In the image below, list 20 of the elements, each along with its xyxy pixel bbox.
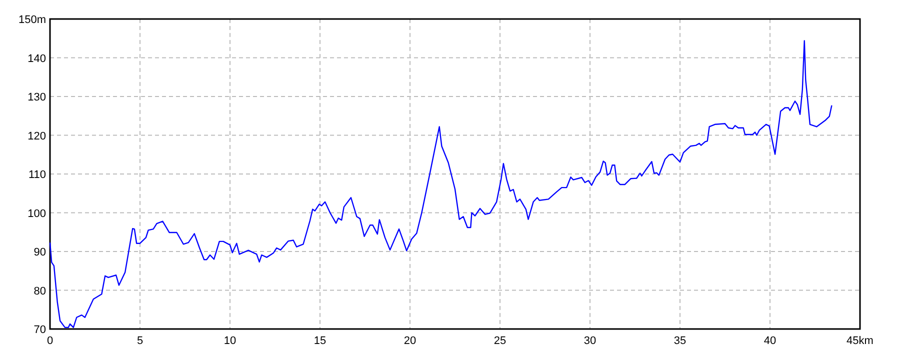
x-tick-label: 45km xyxy=(846,335,874,347)
line-series xyxy=(49,40,832,328)
y-tick-label: 110 xyxy=(28,169,46,181)
x-tick-label: 30 xyxy=(584,335,596,347)
y-tick-label: 80 xyxy=(34,285,46,298)
x-tick-label: 25 xyxy=(494,335,506,347)
x-tick-label: 20 xyxy=(404,335,416,347)
x-tick-label: 35 xyxy=(674,335,686,347)
y-tick-label: 140 xyxy=(28,52,46,65)
x-tick-label: 0 xyxy=(46,335,54,347)
x-tick-label: 10 xyxy=(224,335,236,347)
y-tick-label: 70 xyxy=(34,324,46,336)
y-tick-label: 150m xyxy=(18,14,46,26)
x-tick-label: 40 xyxy=(764,335,776,347)
y-tick-label: 120 xyxy=(28,130,46,142)
x-tick-label: 15 xyxy=(314,335,326,347)
y-tick-label: 100 xyxy=(28,208,46,220)
y-tick-label: 130 xyxy=(28,92,46,104)
x-tick-label: 5 xyxy=(136,335,144,347)
y-tick-label: 90 xyxy=(34,246,46,258)
